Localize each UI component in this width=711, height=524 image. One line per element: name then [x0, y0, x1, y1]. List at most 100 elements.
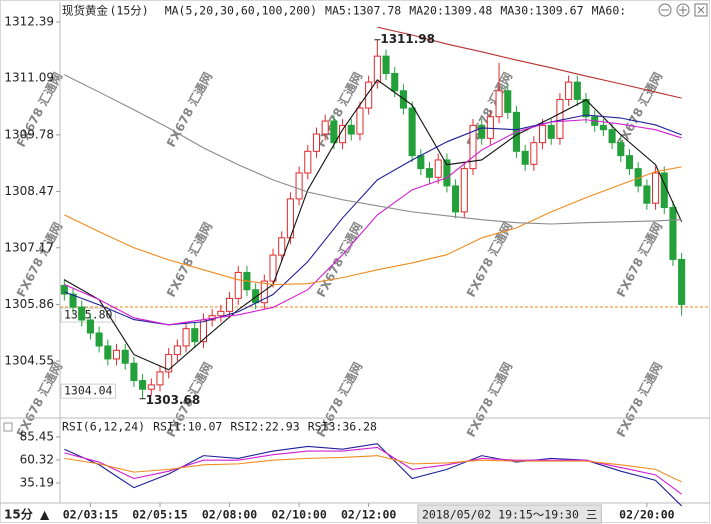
candle-body	[173, 345, 181, 356]
legend-entry: RSI1:10.07	[153, 420, 222, 434]
candle-body	[469, 124, 477, 170]
candle-body	[234, 271, 242, 299]
candle-body	[617, 142, 625, 157]
legend-entry: MA30:1309.67	[500, 4, 583, 18]
candle-body	[495, 90, 503, 118]
indicator-line	[377, 26, 682, 99]
y-tick-label: 85.45	[20, 429, 54, 443]
legend-entry: MA5:1307.78	[325, 4, 401, 18]
y-tick-label: 1311.09	[4, 71, 54, 85]
candle-body	[565, 81, 573, 100]
candle-body	[86, 319, 94, 334]
indicator-line	[64, 119, 682, 326]
y-tick-label: 1304.55	[4, 354, 54, 368]
candle-body	[269, 254, 277, 282]
candle-body	[60, 284, 68, 295]
candle-body	[408, 107, 416, 157]
instrument-title: 现货黄金	[62, 4, 108, 18]
candle-body	[365, 81, 373, 109]
close-icon[interactable]	[694, 3, 708, 17]
candle-body	[156, 371, 164, 386]
candle-body	[538, 124, 547, 144]
candle-body	[278, 237, 286, 256]
low-label: 1303.68	[146, 393, 201, 407]
y-tick-label: 35.19	[20, 475, 54, 489]
candle-body	[573, 81, 581, 100]
x-tick-label: 02/20:00	[619, 508, 674, 522]
candle-body	[312, 133, 321, 152]
candle-body	[225, 297, 234, 312]
candle-body	[304, 150, 312, 174]
candle-body	[147, 384, 155, 390]
y-tick-label: 1307.17	[4, 240, 54, 254]
period: (15分)	[109, 4, 148, 18]
x-tick-label: 02/08:00	[202, 508, 257, 522]
close-icon-cross	[697, 6, 705, 14]
candle-body	[347, 124, 355, 135]
candle-body	[478, 124, 486, 139]
candle-body	[556, 98, 564, 139]
candle-body	[165, 354, 173, 373]
candle-body	[608, 129, 616, 144]
indicator-line	[64, 166, 682, 286]
x-tick-label: 02/10:00	[271, 508, 326, 522]
indicator-title: RSI(6,12,24)	[62, 420, 145, 434]
candle-body	[599, 124, 607, 131]
candle-body	[373, 55, 381, 83]
price-marker-label: 1305.80	[64, 308, 113, 322]
indicator-line	[64, 446, 682, 495]
toolbar-icons	[3, 3, 708, 432]
legend-entry: RSI2:22.93	[230, 420, 299, 434]
candle-body	[452, 185, 460, 213]
x-tick-label: 02/05:15	[132, 508, 187, 522]
candle-body	[330, 120, 338, 144]
candle-body	[434, 159, 442, 178]
candle-body	[191, 328, 199, 343]
y-tick-label: 1312.39	[4, 15, 54, 29]
x-tick-label: 02/03:15	[63, 508, 118, 522]
candle-body	[417, 155, 425, 170]
candle-body	[530, 142, 538, 165]
period-button: 15分	[4, 507, 33, 522]
candle-body	[356, 107, 364, 135]
candle-body	[382, 55, 390, 74]
y-tick-label: 60.32	[20, 452, 54, 466]
candle-body	[425, 168, 434, 178]
zoom-out-icon[interactable]	[658, 3, 672, 17]
price-marker-label: 1304.04	[64, 384, 113, 398]
high-label: 1311.98	[380, 32, 435, 46]
candle-body	[130, 362, 138, 382]
candle-body	[321, 120, 329, 135]
candle-body	[643, 185, 651, 204]
indicator-line	[64, 79, 683, 371]
candle-body	[104, 345, 112, 360]
y-tick-label: 1305.86	[4, 297, 54, 311]
x-tick-label: 02/12:00	[341, 508, 396, 522]
candle-body	[260, 280, 268, 304]
candle-body	[486, 116, 494, 139]
legend-entry: MA60:	[592, 4, 627, 18]
settings-icon[interactable]	[3, 422, 13, 432]
candle-body	[69, 293, 77, 308]
candle-body	[547, 124, 555, 139]
candle-body	[78, 306, 86, 321]
candle-body	[443, 159, 451, 187]
legend-entry: RSI3:36.28	[308, 420, 377, 434]
zoom-in-icon[interactable]	[676, 3, 690, 17]
candle-body	[521, 150, 529, 165]
candle-body	[121, 349, 129, 364]
candle-body	[678, 258, 686, 305]
candle-body	[295, 172, 303, 200]
indicator-line	[64, 74, 682, 225]
candle-body	[669, 207, 677, 260]
candle-body	[182, 328, 190, 347]
candle-body	[199, 319, 208, 343]
y-tick-label: 1309.78	[4, 127, 54, 141]
cursor-time-box	[417, 504, 602, 524]
candle-body	[391, 72, 399, 92]
cursor-time-label: 2018/05/02 19:15～19:30 三	[422, 508, 597, 522]
indicator-line	[64, 455, 682, 483]
